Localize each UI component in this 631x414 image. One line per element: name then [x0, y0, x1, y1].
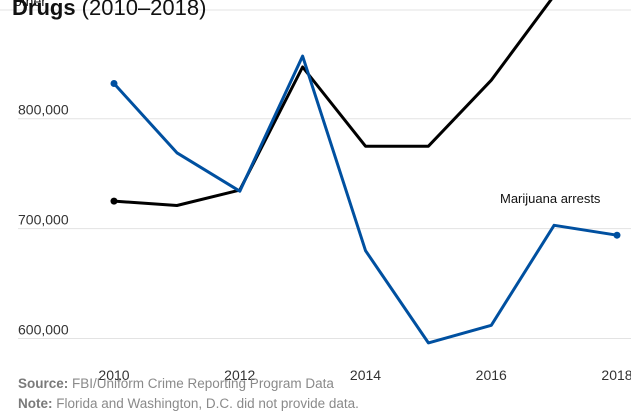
x-tick-label: 2012: [224, 367, 255, 383]
source-text: FBI/Uniform Crime Reporting Program Data: [68, 376, 334, 391]
series-lines: [112, 0, 618, 345]
chart-title: Drugs (2010–2018): [12, 0, 206, 22]
x-tick-label: 2018: [601, 367, 631, 383]
y-tick-label: 700,000: [18, 212, 69, 228]
source-label: Source:: [18, 376, 69, 391]
y-tick-label: 800,000: [18, 102, 69, 118]
series-2-start-point: [110, 80, 118, 88]
chart-title-bold: Drugs: [12, 0, 76, 20]
series-annotation: Marijuana arrests: [500, 191, 601, 206]
x-tick-label: 2016: [476, 367, 507, 383]
y-tick-label: 600,000: [18, 322, 69, 338]
note-line: Note: Florida and Washington, D.C. did n…: [18, 396, 359, 411]
series-line-2: [112, 54, 618, 345]
note-label: Note:: [18, 396, 53, 411]
series-markers: [110, 80, 621, 239]
y-axis-tick-labels: 600,000 700,000 800,000: [18, 102, 69, 338]
overlapping-axis-text: other: [14, 0, 46, 9]
gridlines: [0, 9, 631, 340]
series-2-end-point: [613, 231, 621, 239]
chart-title-rest: (2010–2018): [75, 0, 207, 20]
note-text: Florida and Washington, D.C. did not pro…: [52, 396, 359, 411]
x-tick-label: 2010: [98, 367, 129, 383]
x-tick-label: 2014: [350, 367, 381, 383]
series-1-start-point: [110, 197, 118, 205]
source-line: Source: FBI/Uniform Crime Reporting Prog…: [18, 376, 334, 391]
x-axis-tick-labels: 2010 2012 2014 2016 2018: [98, 367, 631, 383]
series-line-1: [113, 0, 553, 207]
